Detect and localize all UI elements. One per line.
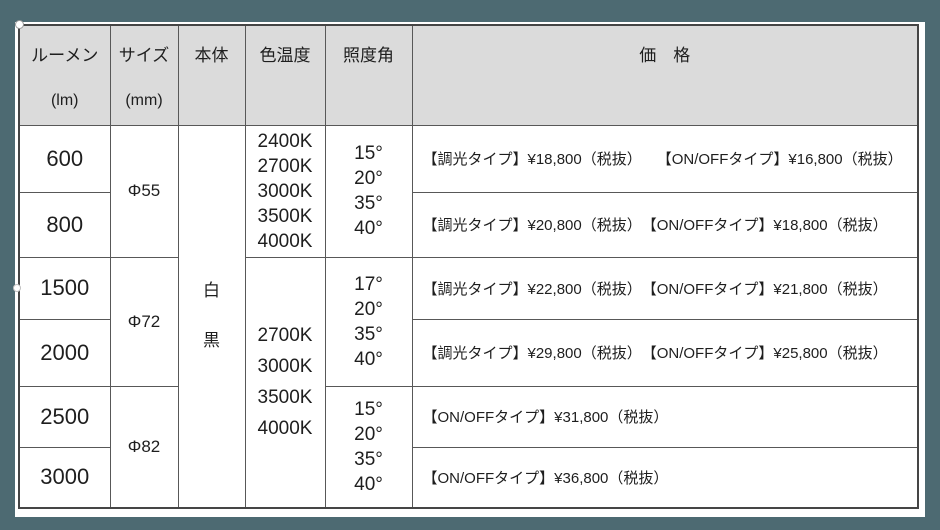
color-temp-cell: 2700K 3000K 3500K 4000K xyxy=(244,256,326,509)
table-row: 2000 【調光タイプ】¥29,800（税抜） 【ON/OFFタイプ】¥25,8… xyxy=(18,318,919,387)
beam-angle-cell: 15° 20° 35° 40° xyxy=(324,385,413,509)
beam-angle-value: 40° xyxy=(354,348,383,370)
color-temp-value: 2700K xyxy=(257,155,313,177)
beam-angle-value: 40° xyxy=(354,218,383,239)
color-temp-value: 2400K xyxy=(257,130,313,152)
lumen-cell: 600 xyxy=(18,124,111,193)
col-header-color-temp: 色温度 xyxy=(244,24,326,126)
price-cell: 【調光タイプ】¥29,800（税抜） 【ON/OFFタイプ】¥25,800（税抜… xyxy=(411,318,919,387)
beam-angle-value: 17° xyxy=(354,273,383,295)
table-row: 600 Φ55 白 黒 2400K 2700K 3000K 3500K 4000… xyxy=(18,124,919,509)
lumen-cell: 800 xyxy=(18,191,111,258)
color-temp-value: 3000K xyxy=(257,356,313,378)
col-header-lumen: ルーメン (lm) xyxy=(18,24,111,126)
body-color-cell: 白 黒 xyxy=(177,124,246,509)
size-cell: Φ55 xyxy=(109,124,179,258)
col-header-lumen-unit: (lm) xyxy=(50,92,79,109)
lumen-cell: 2500 xyxy=(18,385,111,448)
size-cell: Φ82 xyxy=(109,385,179,509)
beam-angle-value: 40° xyxy=(354,473,383,495)
col-header-size-unit: (mm) xyxy=(125,92,163,109)
beam-angle-value: 20° xyxy=(354,298,383,320)
beam-angle-value: 20° xyxy=(354,423,383,445)
price-cell: 【調光タイプ】¥18,800（税抜） 【ON/OFFタイプ】¥16,800（税抜… xyxy=(411,124,919,193)
color-temp-value: 3500K xyxy=(257,387,313,409)
lumen-cell: 2000 xyxy=(18,318,111,387)
document-page: ルーメン (lm) サイズ (mm) 本体 色温度 照度角 価 格 xyxy=(13,20,925,517)
col-header-beam-angle: 照度角 xyxy=(324,24,413,126)
body-color-white: 白 xyxy=(203,281,220,301)
col-header-price: 価 格 xyxy=(411,24,919,126)
color-temp-value: 4000K xyxy=(257,418,313,440)
col-header-size: サイズ (mm) xyxy=(109,24,179,126)
col-header-color-temp-title: 色温度 xyxy=(259,46,311,65)
table-row: 800 【調光タイプ】¥20,800（税抜） 【ON/OFFタイプ】¥18,80… xyxy=(18,191,919,258)
beam-angle-value: 15° xyxy=(354,143,383,164)
col-header-size-title: サイズ xyxy=(118,46,170,65)
price-cell: 【調光タイプ】¥20,800（税抜） 【ON/OFFタイプ】¥18,800（税抜… xyxy=(411,191,919,258)
col-header-body: 本体 xyxy=(177,24,246,126)
body-color-black: 黒 xyxy=(203,331,220,351)
size-cell: Φ72 xyxy=(109,256,179,387)
beam-angle-value: 35° xyxy=(354,448,383,470)
col-header-body-title: 本体 xyxy=(194,46,229,65)
color-temp-value: 2700K xyxy=(257,325,313,347)
price-spec-table: ルーメン (lm) サイズ (mm) 本体 色温度 照度角 価 格 xyxy=(18,24,919,509)
header-row: ルーメン (lm) サイズ (mm) 本体 色温度 照度角 価 格 xyxy=(18,24,919,126)
color-temp-value: 3000K xyxy=(257,180,313,202)
beam-angle-value: 35° xyxy=(354,193,383,214)
price-cell: 【ON/OFFタイプ】¥36,800（税抜） xyxy=(411,446,919,509)
selection-handle-top-left[interactable] xyxy=(15,20,24,29)
price-cell: 【調光タイプ】¥22,800（税抜） 【ON/OFFタイプ】¥21,800（税抜… xyxy=(411,256,919,320)
lumen-cell: 1500 xyxy=(18,256,111,320)
beam-angle-cell: 17° 20° 35° 40° xyxy=(324,256,413,387)
table-row: 3000 【ON/OFFタイプ】¥36,800（税抜） xyxy=(18,446,919,509)
beam-angle-value: 35° xyxy=(354,323,383,345)
selection-handle-left-middle[interactable] xyxy=(13,284,21,292)
col-header-price-title: 価 格 xyxy=(639,46,691,65)
beam-angle-value: 15° xyxy=(354,398,383,420)
beam-angle-cell: 15° 20° 35° 40° xyxy=(324,124,413,258)
lumen-cell: 3000 xyxy=(18,446,111,509)
beam-angle-value: 20° xyxy=(354,168,383,189)
col-header-lumen-title: ルーメン xyxy=(31,46,99,65)
color-temp-value: 4000K xyxy=(257,230,313,252)
color-temp-value: 3500K xyxy=(257,205,313,227)
table-row: 2500 Φ82 15° 20° 35° 40° 【ON/OFFタイプ】¥31,… xyxy=(18,385,919,509)
price-cell: 【ON/OFFタイプ】¥31,800（税抜） xyxy=(411,385,919,448)
col-header-beam-angle-title: 照度角 xyxy=(343,46,394,65)
color-temp-cell: 2400K 2700K 3000K 3500K 4000K xyxy=(244,124,326,258)
table-row: 1500 Φ72 2700K 3000K 3500K 4000K 17° 20°… xyxy=(18,256,919,509)
